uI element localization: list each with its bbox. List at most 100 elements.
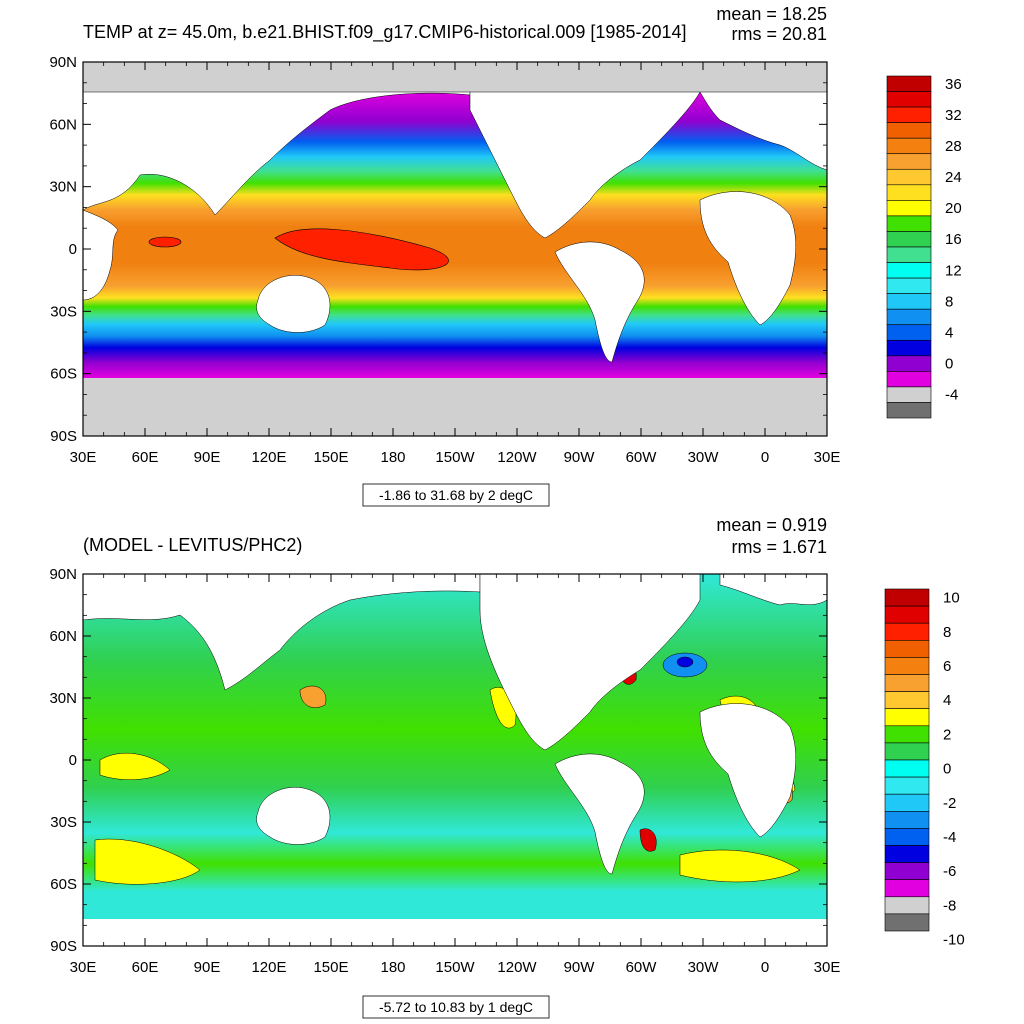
bottom-map-panel: 30E 60E 90E 120E 150E 180 150W 120W 90W 60W 30W 0 30… [49, 515, 965, 1019]
y-tick-label: 0 [69, 752, 77, 769]
colorbar-swatch [884, 725, 930, 744]
colorbar-label: -6 [943, 863, 956, 880]
y-tick-label: 60S [50, 366, 77, 383]
colorbar-label: 16 [945, 231, 962, 248]
bottom-mean-stat: mean = 0.919 [716, 515, 827, 535]
colorbar-swatch [886, 262, 932, 279]
colorbar-swatch [886, 215, 932, 232]
bottom-y-tick-labels: 90N 60N 30N 0 30S 60S 90S [49, 566, 77, 955]
bottom-land-eurasia [83, 574, 481, 691]
x-tick-label: 30E [70, 959, 97, 976]
colorbar-swatch [884, 708, 930, 727]
x-tick-label: 90W [564, 959, 596, 976]
colorbar-swatch [884, 622, 930, 641]
colorbar-swatch [886, 355, 932, 372]
bottom-land-africa [699, 703, 797, 838]
top-land-africa-eurasia [83, 91, 471, 216]
colorbar-label: 4 [945, 325, 953, 342]
colorbar-swatch [884, 588, 930, 607]
x-tick-label: 60E [132, 959, 159, 976]
x-tick-label: 120E [251, 959, 286, 976]
bottom-cold-core [676, 656, 694, 668]
bottom-range-box [362, 995, 550, 1019]
colorbar-swatch [884, 657, 930, 675]
x-tick-label: 0 [761, 959, 769, 976]
colorbar-swatch [886, 231, 932, 248]
colorbar-swatch [884, 913, 930, 932]
colorbar-swatch [886, 293, 932, 310]
x-tick-label: 90E [194, 959, 221, 976]
colorbar-label: 36 [945, 76, 962, 93]
x-tick-label: 30E [70, 449, 97, 466]
x-tick-label: 120E [251, 449, 286, 466]
colorbar-label: -4 [943, 829, 956, 846]
colorbar-swatch [884, 896, 930, 915]
top-land-south-america [554, 241, 645, 363]
bottom-land-europe [719, 574, 827, 606]
x-tick-label: 120W [497, 959, 537, 976]
x-tick-label: 30W [688, 959, 720, 976]
colorbar-swatch [886, 308, 932, 326]
colorbar-label: 24 [945, 169, 962, 186]
colorbar-swatch [886, 153, 932, 170]
colorbar-label: 8 [943, 624, 951, 641]
bottom-landmasses [83, 574, 827, 946]
top-map-panel: 30E 60E 90E 120E 150E 180 150W 120W 90W 60W 30W 0 30… [49, 4, 962, 507]
x-tick-label: 180 [380, 959, 405, 976]
colorbar-swatch [884, 776, 930, 795]
colorbar-swatch [886, 339, 932, 357]
top-range-box [362, 483, 550, 507]
x-tick-label: 30E [814, 959, 841, 976]
colorbar-swatch [884, 742, 930, 761]
bottom-rms-stat: rms = 1.671 [731, 537, 827, 557]
y-tick-label: 30N [49, 690, 77, 707]
x-tick-label: 60E [132, 449, 159, 466]
colorbar-swatch [886, 122, 932, 139]
x-tick-label: 60W [626, 449, 658, 466]
bottom-colorbar: 10 8 6 4 2 0 -2 -4 -6 -8 -10 [884, 588, 965, 949]
colorbar-label: -8 [943, 897, 956, 914]
bottom-range-label: -5.72 to 10.83 by 1 degC [379, 999, 533, 1015]
colorbar-swatch [886, 91, 932, 108]
x-tick-label: 120W [497, 449, 537, 466]
colorbar-swatch [886, 75, 932, 92]
bottom-land-south-america [554, 753, 645, 875]
x-tick-label: 90E [194, 449, 221, 466]
x-tick-label: 0 [761, 449, 769, 466]
colorbar-swatch [884, 879, 930, 898]
top-landmasses [83, 91, 827, 363]
colorbar-swatch [886, 386, 932, 403]
x-tick-label: 150E [313, 449, 348, 466]
colorbar-label: 0 [945, 356, 953, 373]
colorbar-swatch [886, 168, 932, 186]
y-tick-label: 0 [69, 241, 77, 258]
colorbar-swatch [884, 639, 930, 658]
y-tick-label: 90S [50, 938, 77, 955]
y-tick-label: 60N [49, 116, 77, 133]
top-rms-stat: rms = 20.81 [731, 24, 827, 44]
top-colorbar: 36 32 28 24 20 16 12 8 4 0 -4 [886, 75, 962, 419]
top-map-field [83, 62, 827, 436]
colorbar-label: 8 [945, 293, 953, 310]
y-tick-label: 60N [49, 628, 77, 645]
colorbar-label: 32 [945, 107, 962, 124]
x-tick-label: 60W [626, 959, 658, 976]
top-mean-stat: mean = 18.25 [716, 4, 827, 24]
colorbar-swatch [886, 200, 932, 217]
colorbar-label: -2 [943, 795, 956, 812]
y-tick-label: 60S [50, 876, 77, 893]
bottom-axis-ticks [82, 573, 828, 947]
top-range-label: -1.86 to 31.68 by 2 degC [379, 487, 533, 503]
top-warm-pool [274, 228, 449, 271]
colorbar-swatch [884, 674, 930, 692]
top-y-tick-labels: 90N 60N 30N 0 30S 60S 90S [49, 54, 77, 445]
top-land-africa-east [83, 209, 119, 301]
top-x-tick-labels: 30E 60E 90E 120E 150E 180 150W 120W 90W 60W 30W 0 30… [70, 449, 841, 466]
y-tick-label: 30S [50, 303, 77, 320]
y-tick-label: 30S [50, 814, 77, 831]
colorbar-swatch [884, 691, 930, 709]
bottom-land-north-america [479, 574, 701, 751]
x-tick-label: 30W [688, 449, 720, 466]
x-tick-label: 150W [435, 959, 475, 976]
